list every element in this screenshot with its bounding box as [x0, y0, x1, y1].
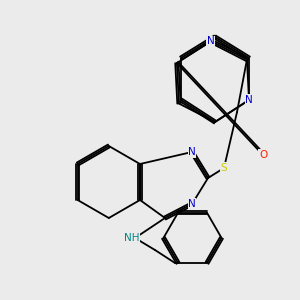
Text: N: N — [245, 95, 253, 105]
Text: S: S — [221, 163, 227, 173]
Text: N: N — [188, 199, 196, 209]
Text: N: N — [207, 36, 215, 46]
Text: N: N — [245, 95, 253, 105]
Text: O: O — [259, 150, 267, 160]
Text: N: N — [245, 95, 253, 105]
Text: NH: NH — [124, 233, 140, 243]
Text: N: N — [188, 147, 196, 157]
